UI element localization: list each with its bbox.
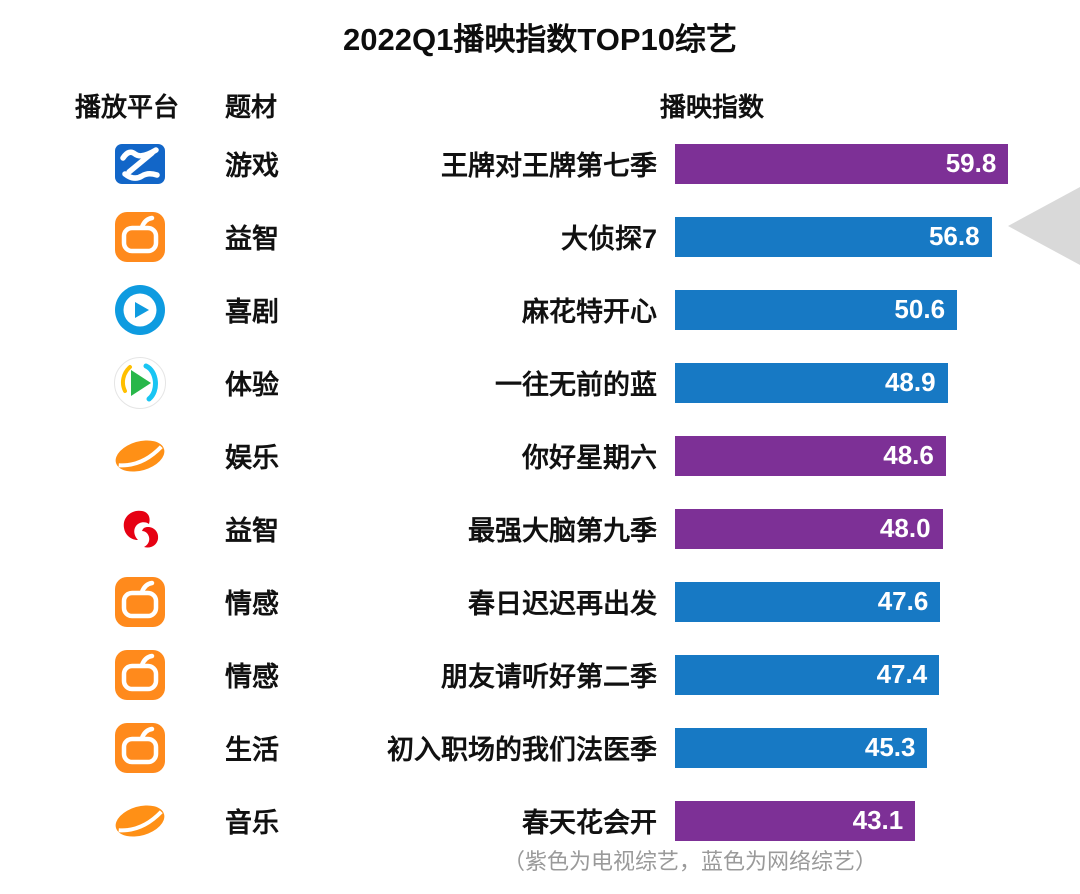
platform-cell (75, 428, 205, 484)
jiangsu-tv-icon (112, 501, 168, 557)
genre-label: 情感 (225, 589, 279, 619)
platform-cell (75, 720, 205, 776)
platform-cell (75, 647, 205, 703)
genre-label: 音乐 (225, 808, 279, 838)
index-bar: 56.8 (675, 216, 992, 257)
table-row: 生活 初入职场的我们法医季 45.3 (0, 711, 1080, 784)
mango-tv-icon (112, 720, 168, 776)
platform-cell (75, 793, 205, 849)
platform-cell (75, 209, 205, 265)
bar-track: 47.6 (675, 581, 1015, 622)
platform-cell (75, 282, 205, 338)
show-name: 大侦探7 (560, 224, 657, 254)
show-name: 春天花会开 (522, 808, 657, 838)
index-bar: 48.6 (675, 435, 946, 476)
mango-tv-icon (112, 574, 168, 630)
platform-cell (75, 136, 205, 192)
legend-footnote: （紫色为电视综艺，蓝色为网络综艺） (502, 849, 877, 874)
genre-label: 生活 (225, 735, 279, 765)
table-row: 娱乐 你好星期六 48.6 (0, 419, 1080, 492)
table-row: 体验 一往无前的蓝 48.9 (0, 346, 1080, 419)
show-name: 初入职场的我们法医季 (387, 735, 657, 765)
show-name: 你好星期六 (522, 443, 657, 473)
hunan-tv-icon (112, 428, 168, 484)
genre-label: 娱乐 (225, 443, 279, 473)
platform-cell (75, 501, 205, 557)
hunan-tv-icon (112, 793, 168, 849)
index-value: 59.8 (945, 148, 997, 178)
index-bar: 45.3 (675, 727, 928, 768)
index-value: 47.6 (877, 586, 929, 616)
bar-track: 48.6 (675, 435, 1015, 476)
index-bar: 50.6 (675, 289, 958, 330)
show-name: 一往无前的蓝 (495, 370, 657, 400)
show-name: 最强大脑第九季 (468, 516, 657, 546)
show-name: 王牌对王牌第七季 (441, 151, 657, 181)
tencent-video-icon (112, 355, 168, 411)
platform-cell (75, 355, 205, 411)
bar-track: 59.8 (675, 143, 1015, 184)
table-row: 音乐 春天花会开 43.1 (0, 784, 1080, 857)
table-row: 喜剧 麻花特开心 50.6 (0, 273, 1080, 346)
genre-label: 情感 (225, 662, 279, 692)
table-row: 情感 春日迟迟再出发 47.6 (0, 565, 1080, 638)
table-row: 游戏 王牌对王牌第七季 59.8 (0, 127, 1080, 200)
genre-label: 益智 (225, 224, 279, 254)
index-bar: 43.1 (675, 800, 916, 841)
mango-tv-icon (112, 209, 168, 265)
genre-label: 喜剧 (225, 297, 279, 327)
header-platform: 播放平台 (75, 91, 180, 122)
show-name: 麻花特开心 (522, 297, 657, 327)
index-value: 48.6 (883, 440, 934, 470)
bar-track: 45.3 (675, 727, 1015, 768)
genre-label: 游戏 (225, 151, 279, 181)
mango-tv-icon (112, 647, 168, 703)
bar-track: 56.8 (675, 216, 1015, 257)
youku-icon (112, 282, 168, 338)
header-genre: 题材 (225, 91, 278, 122)
table-row: 益智 大侦探7 56.8 (0, 200, 1080, 273)
platform-cell (75, 574, 205, 630)
page-title: 2022Q1播映指数TOP10综艺 (343, 22, 737, 57)
bar-track: 43.1 (675, 800, 1015, 841)
index-bar: 47.6 (675, 581, 941, 622)
show-name: 朋友请听好第二季 (441, 662, 657, 692)
index-value: 48.9 (884, 367, 936, 397)
bar-track: 48.0 (675, 508, 1015, 549)
index-value: 45.3 (864, 732, 916, 762)
bar-track: 50.6 (675, 289, 1015, 330)
column-headers: 播放平台 题材 播映指数 (0, 85, 1080, 125)
bar-track: 47.4 (675, 654, 1015, 695)
genre-label: 体验 (225, 370, 279, 400)
table-row: 益智 最强大脑第九季 48.0 (0, 492, 1080, 565)
index-value: 43.1 (852, 805, 904, 835)
chart-rows: 游戏 王牌对王牌第七季 59.8 益智 大侦探7 56.8 (0, 127, 1080, 857)
genre-label: 益智 (225, 516, 279, 546)
index-value: 48.0 (879, 513, 931, 543)
index-value: 56.8 (928, 221, 980, 251)
bar-track: 48.9 (675, 362, 1015, 403)
header-index: 播映指数 (659, 91, 764, 122)
decorative-corner-triangle (1008, 187, 1080, 265)
table-row: 情感 朋友请听好第二季 47.4 (0, 638, 1080, 711)
index-bar: 47.4 (675, 654, 940, 695)
index-bar: 48.0 (675, 508, 943, 549)
zhejiang-tv-icon (112, 136, 168, 192)
index-bar: 59.8 (675, 143, 1009, 184)
show-name: 春日迟迟再出发 (468, 589, 657, 619)
index-value: 47.4 (876, 659, 928, 689)
index-value: 50.6 (894, 294, 946, 324)
index-bar: 48.9 (675, 362, 948, 403)
